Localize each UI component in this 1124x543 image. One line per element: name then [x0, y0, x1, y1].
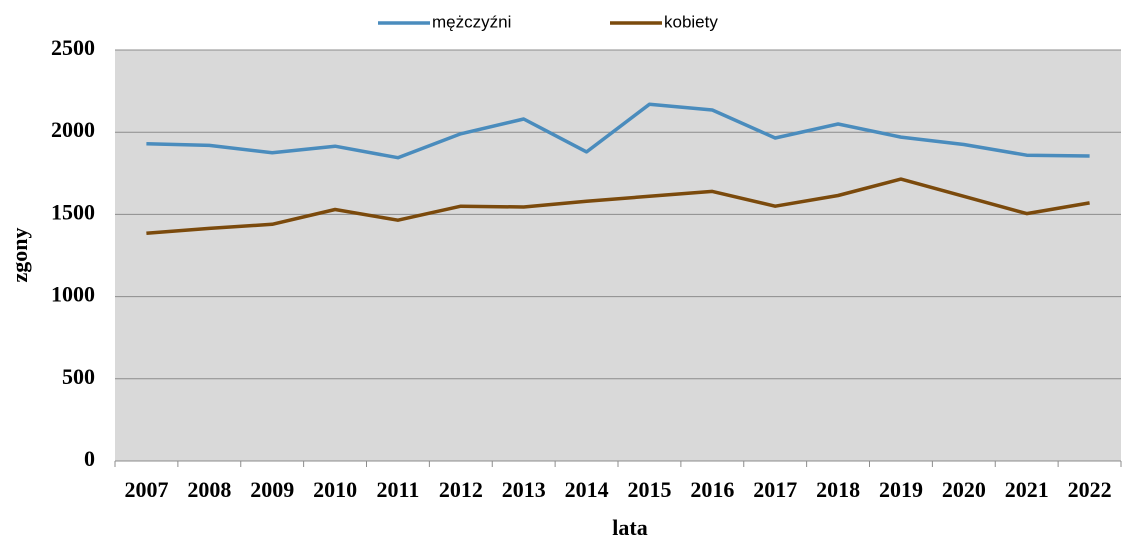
line-series: [146, 102, 1090, 160]
line-series: [146, 177, 1090, 236]
y-tick-label: 0: [84, 446, 95, 471]
x-tick-label: 2019: [879, 477, 923, 502]
x-tick-label: 2020: [942, 477, 986, 502]
plot-area: [115, 50, 1121, 461]
y-tick-label: 500: [62, 364, 95, 389]
x-tick-label: 2012: [439, 477, 483, 502]
x-tick-label: 2014: [565, 477, 609, 502]
y-tick-label: 1000: [51, 282, 95, 307]
x-tick-label: 2018: [816, 477, 860, 502]
x-tick-label: 2021: [1005, 477, 1049, 502]
x-tick-label: 2009: [250, 477, 294, 502]
x-axis-title: lata: [612, 515, 647, 540]
y-tick-label: 2500: [51, 35, 95, 60]
x-tick-label: 2010: [313, 477, 357, 502]
legend-label: kobiety: [664, 12, 718, 31]
x-tick-label: 2022: [1068, 477, 1112, 502]
x-tick-label: 2008: [187, 477, 231, 502]
legend-label: mężczyźni: [432, 12, 511, 31]
x-tick-label: 2013: [502, 477, 546, 502]
x-tick-label: 2016: [690, 477, 734, 502]
y-tick-label: 1500: [51, 199, 95, 224]
x-tick-label: 2015: [627, 477, 671, 502]
y-tick-label: 2000: [51, 117, 95, 142]
x-tick-label: 2017: [753, 477, 797, 502]
x-tick-label: 2011: [377, 477, 420, 502]
x-tick-label: 2007: [124, 477, 168, 502]
y-axis-title: zgony: [7, 228, 32, 283]
